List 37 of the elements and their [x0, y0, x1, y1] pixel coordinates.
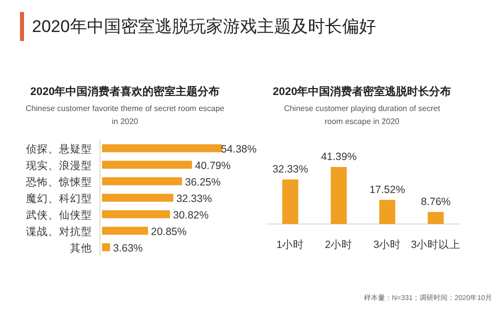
- data-label: 32.33%: [176, 192, 212, 205]
- x-tick-label: 3小时: [373, 238, 402, 251]
- y-tick-label: 魔幻、科幻型: [26, 192, 92, 205]
- data-label: 20.85%: [151, 226, 187, 238]
- chart-subtitle: Chinese customer favorite theme of secret room escape in 2020: [26, 104, 225, 126]
- bar: [102, 144, 222, 152]
- y-tick-label: 谍战、对抗型: [26, 224, 92, 238]
- bar: [102, 177, 182, 186]
- y-tick-label: 现实、浪漫型: [26, 158, 92, 172]
- bar: [428, 212, 444, 224]
- data-label: 3.63%: [113, 242, 143, 254]
- x-tick-label: 2小时: [324, 238, 353, 251]
- data-label: 17.52%: [369, 184, 406, 196]
- bar: [379, 200, 396, 224]
- data-label: 8.76%: [420, 196, 451, 208]
- x-tick-label: 1小时: [276, 238, 304, 251]
- data-label: 32.33%: [272, 163, 308, 176]
- y-tick-label: 侦探、悬疑型: [26, 143, 92, 156]
- data-label: 40.79%: [195, 160, 231, 172]
- bar: [330, 167, 347, 224]
- x-tick-label: 3小时以上: [410, 238, 461, 251]
- bar: [102, 194, 174, 202]
- chart-subtitle: Chinese customer playing duration of secret room escape in 2020: [284, 104, 441, 126]
- data-label: 36.25%: [184, 176, 221, 188]
- data-label: 30.82%: [173, 209, 209, 222]
- bar: [282, 179, 298, 224]
- bar: [102, 226, 148, 235]
- chart-title: 2020年中国消费者密室逃脱时长分布: [272, 85, 452, 98]
- y-tick-label: 恐怖、惊悚型: [25, 175, 92, 188]
- y-tick-label: 武侠、仙侠型: [26, 208, 92, 222]
- bar: [102, 210, 170, 218]
- chart-title: 2020年中国消费者喜欢的密室主题分布: [30, 85, 220, 98]
- y-tick-label: 其他: [70, 241, 92, 254]
- text: 2020年中国密室逃脱玩家游戏主题及时长偏好: [32, 17, 376, 36]
- bar: [102, 243, 110, 252]
- data-label: 41.39%: [320, 151, 357, 163]
- bar: [102, 160, 192, 169]
